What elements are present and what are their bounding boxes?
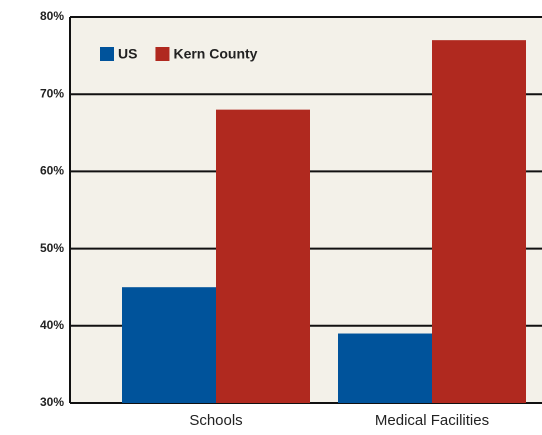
y-tick-label: 40% [40,318,64,332]
x-tick-label: Schools [189,412,242,429]
legend-label: US [118,46,137,62]
y-tick-label: 70% [40,86,64,100]
y-tick-label: 60% [40,164,64,178]
legend-swatch [100,47,114,61]
legend-swatch [155,47,170,61]
bar [216,109,310,403]
bar [432,40,526,403]
bar [338,333,432,403]
y-tick-label: 80% [40,9,64,23]
x-tick-label: Medical Facilities [375,412,489,429]
legend-label: Kern County [173,46,257,62]
y-tick-label: 50% [40,241,64,255]
bar [122,287,216,403]
y-tick-label: 30% [40,395,64,409]
